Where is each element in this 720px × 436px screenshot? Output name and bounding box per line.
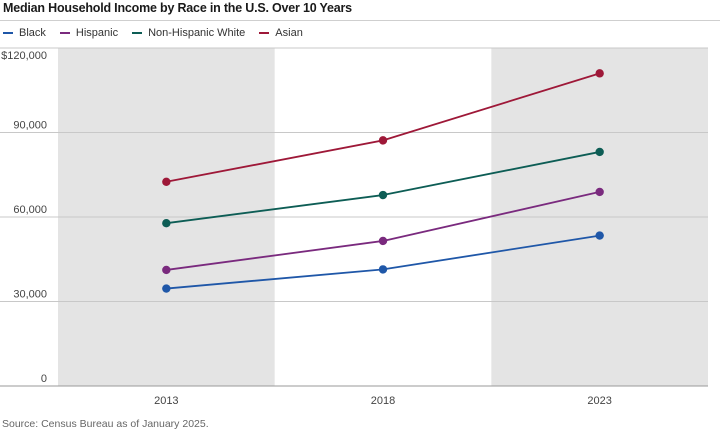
legend-label-black: Black bbox=[19, 27, 46, 39]
legend-swatch-black bbox=[3, 32, 13, 34]
x-tick-label-2013: 2013 bbox=[154, 395, 178, 407]
x-tick-label-2018: 2018 bbox=[371, 395, 395, 407]
legend-item-non-hispanic-white: Non-Hispanic White bbox=[132, 27, 245, 39]
data-point-non-hispanic-white-2013 bbox=[162, 218, 171, 228]
data-point-black-2018 bbox=[378, 265, 388, 274]
data-point-black-2023 bbox=[595, 231, 604, 240]
data-point-non-hispanic-white-2023 bbox=[595, 147, 604, 157]
legend-label-non-hispanic-white: Non-Hispanic White bbox=[148, 27, 246, 39]
line-chart: 0 30,000 60,000 90,000 $120,000 2013 2018 2023 bbox=[0, 47, 708, 407]
title-divider bbox=[0, 20, 720, 21]
data-point-asian-2023 bbox=[595, 69, 604, 78]
data-point-hispanic-2013 bbox=[162, 265, 171, 275]
legend-item-black: Black bbox=[3, 27, 46, 39]
legend-label-hispanic: Hispanic bbox=[75, 27, 119, 39]
chart-title: Median Household Income by Race in the U… bbox=[3, 1, 352, 15]
legend-swatch-hispanic bbox=[59, 32, 70, 34]
chart-legend: Black Hispanic Non-Hispanic White Asian bbox=[3, 25, 317, 41]
data-point-non-hispanic-white-2018 bbox=[378, 190, 388, 200]
y-tick-label-60000: 60,000 bbox=[13, 204, 47, 216]
data-point-asian-2018 bbox=[378, 136, 388, 145]
y-tick-label-90000: 90,000 bbox=[13, 120, 47, 132]
legend-swatch-asian bbox=[259, 32, 270, 34]
data-point-hispanic-2018 bbox=[378, 236, 388, 246]
source-note: Source: Census Bureau as of January 2025… bbox=[2, 418, 209, 430]
y-tick-label-30000: 30,000 bbox=[13, 289, 47, 301]
legend-item-hispanic: Hispanic bbox=[59, 27, 119, 39]
x-tick-label-2023: 2023 bbox=[587, 395, 611, 407]
legend-item-asian: Asian bbox=[259, 27, 303, 39]
data-point-hispanic-2023 bbox=[595, 187, 604, 197]
data-point-black-2013 bbox=[162, 284, 171, 293]
legend-swatch-non-hispanic-white bbox=[132, 32, 143, 34]
data-point-asian-2013 bbox=[162, 177, 171, 186]
legend-label-asian: Asian bbox=[275, 27, 303, 39]
y-tick-label-120000: $120,000 bbox=[1, 50, 47, 62]
y-tick-label-0: 0 bbox=[41, 373, 47, 385]
